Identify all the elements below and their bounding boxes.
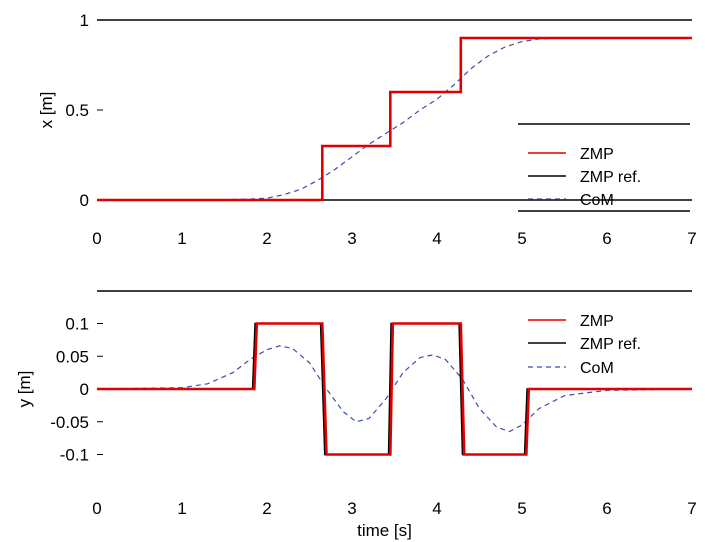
- y-tick-label: 1: [80, 11, 89, 30]
- legend-entry-label: ZMP: [580, 313, 614, 330]
- y-tick-labels: 00.51: [65, 11, 103, 210]
- legend-entry-label: ZMP ref.: [580, 169, 641, 186]
- legend: ZMP ZMP ref. CoM: [528, 313, 641, 377]
- x-tick-label: 0: [92, 229, 101, 248]
- x-tick-labels: 0 1 2 3 4 5 6 7: [92, 499, 696, 518]
- x-tick-label: 2: [262, 229, 271, 248]
- y-tick-label: 0.1: [65, 315, 89, 334]
- series-lines: [96, 322, 693, 456]
- x-tick-label: 1: [177, 499, 186, 518]
- y-axis-label: x [m]: [37, 92, 56, 129]
- y-tick-label: -0.05: [50, 413, 89, 432]
- x-tick-label: 6: [602, 229, 611, 248]
- x-tick-label: 3: [347, 229, 356, 248]
- y-axis-label: y [m]: [15, 371, 34, 408]
- y-tick-label: 0: [80, 380, 89, 399]
- x-tick-label: 2: [262, 499, 271, 518]
- x-axis-label: time [s]: [357, 521, 412, 540]
- legend-entry-label: ZMP: [580, 146, 614, 163]
- legend-entry-label: CoM: [580, 360, 614, 377]
- legend-entry-label: ZMP ref.: [580, 336, 641, 353]
- series-line-zmp: [97, 36, 692, 202]
- x-tick-label: 1: [177, 229, 186, 248]
- x-tick-label: 4: [432, 499, 441, 518]
- y-tick-label: 0: [80, 191, 89, 210]
- subplot-y-position: 0.1 0.05 0 -0.05 -0.1 0 1 2 3 4 5 6 7 y [m] time [s…: [15, 290, 697, 540]
- series-lines: [97, 36, 692, 202]
- x-tick-label: 7: [687, 499, 696, 518]
- series-line-zmp-ref: [97, 322, 692, 456]
- legend-entry-label: CoM: [580, 192, 614, 209]
- series-line-zmp: [97, 322, 692, 456]
- y-tick-label: 0.5: [65, 101, 89, 120]
- x-tick-label: 5: [517, 229, 526, 248]
- x-tick-labels: 0 1 2 3 4 5 6 7: [92, 229, 696, 248]
- legend: ZMP ZMP ref. CoM: [518, 123, 690, 212]
- y-tick-label: -0.1: [60, 446, 89, 465]
- y-tick-labels: 0.1 0.05 0 -0.05 -0.1: [50, 315, 103, 465]
- x-tick-label: 4: [432, 229, 441, 248]
- x-tick-label: 6: [602, 499, 611, 518]
- series-line-com: [97, 37, 692, 201]
- x-tick-label: 7: [687, 229, 696, 248]
- x-tick-label: 5: [517, 499, 526, 518]
- x-tick-label: 0: [92, 499, 101, 518]
- x-tick-label: 3: [347, 499, 356, 518]
- y-tick-label: 0.05: [56, 347, 89, 366]
